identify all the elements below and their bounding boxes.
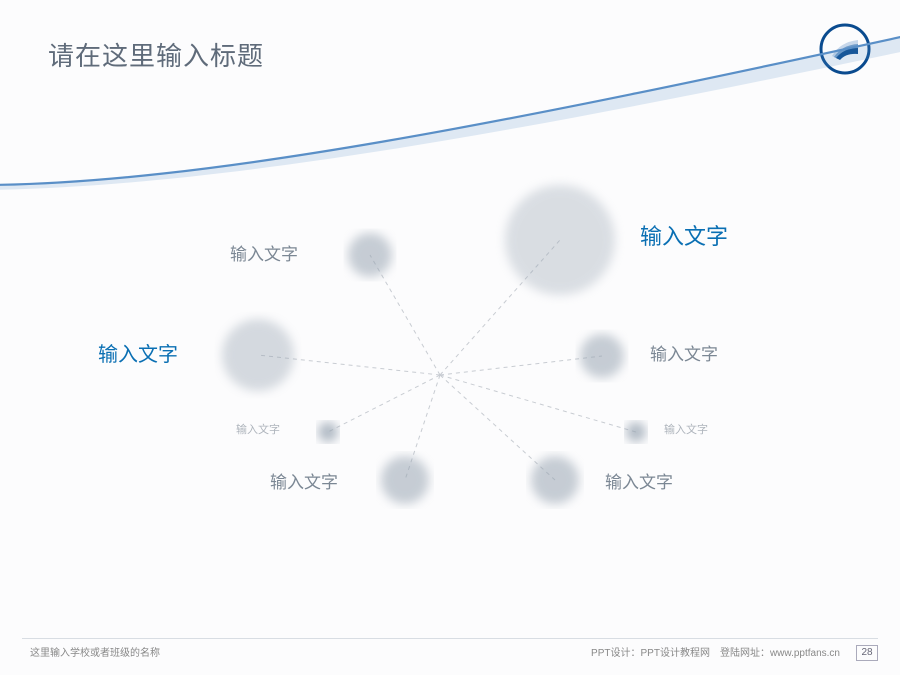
diagram-node bbox=[222, 319, 294, 391]
diagram-node-label: 输入文字 bbox=[270, 468, 338, 493]
slide: 请在这里输入标题 输入文字输入文字输入文字输入文字输入文字输入文字输入文字输入文… bbox=[0, 0, 900, 675]
diagram-node bbox=[381, 456, 429, 504]
footer-right-text: PPT设计：PPT设计教程网 登陆网址：www.pptfans.cn bbox=[591, 644, 840, 659]
diagram-node-label: 输入文字 bbox=[98, 338, 178, 367]
footer-left-text: 这里输入学校或者班级的名称 bbox=[30, 644, 160, 659]
diagram-node bbox=[626, 422, 646, 442]
diagram-node-label: 输入文字 bbox=[640, 219, 728, 251]
diagram-node bbox=[505, 185, 615, 295]
diagram-node-label: 输入文字 bbox=[605, 468, 673, 493]
diagram-node bbox=[531, 456, 579, 504]
diagram-node bbox=[318, 422, 338, 442]
diagram-node-label: 输入文字 bbox=[236, 421, 280, 437]
diagram-node bbox=[580, 334, 624, 378]
page-number: 28 bbox=[856, 645, 878, 661]
diagram-node-label: 输入文字 bbox=[664, 421, 708, 437]
diagram-node bbox=[348, 233, 392, 277]
footer-url: www.pptfans.cn bbox=[770, 648, 840, 659]
diagram-node-label: 输入文字 bbox=[230, 240, 298, 265]
diagram-node-label: 输入文字 bbox=[650, 340, 718, 365]
footer-rule bbox=[22, 638, 878, 639]
